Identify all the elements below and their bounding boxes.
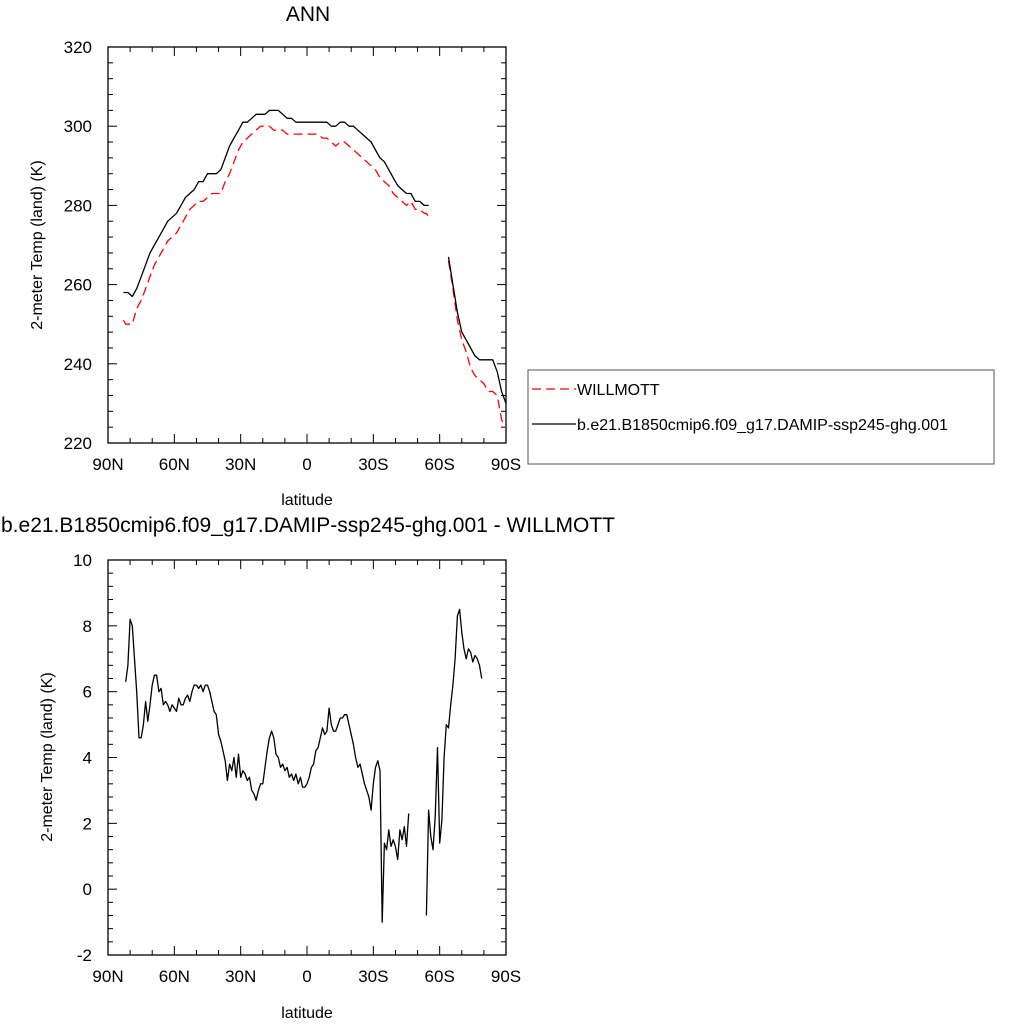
legend-box	[527, 369, 995, 465]
bottom-panel: b.e21.B1850cmip6.f09_g17.DAMIP-ssp245-gh…	[1, 514, 615, 1022]
top-y-tick-label: 260	[64, 276, 92, 295]
top-y-tick-label: 320	[64, 38, 92, 57]
bottom-series-line-0	[425, 608, 483, 916]
bottom-plot-frame	[107, 559, 507, 956]
bottom-y-tick-label: 10	[73, 551, 92, 570]
bottom-x-tick-label: 90N	[92, 967, 123, 986]
bottom-chart-title: b.e21.B1850cmip6.f09_g17.DAMIP-ssp245-gh…	[1, 514, 615, 537]
top-x-tick-label: 60N	[159, 455, 190, 474]
top-x-axis-label: latitude	[281, 492, 333, 509]
bottom-x-tick-label: 90S	[491, 967, 521, 986]
bottom-y-tick-label: 4	[83, 749, 92, 768]
bottom-ticks: 90N 60N 30N 0 30S 60S 90S -2 0 2 4 6 8 10	[73, 551, 521, 986]
bottom-x-tick-label: 0	[302, 967, 311, 986]
top-x-tick-label: 60S	[425, 455, 455, 474]
bottom-y-tick-label: 8	[83, 617, 92, 636]
top-y-tick-label: 220	[64, 434, 92, 453]
bottom-x-tick-label: 30N	[225, 967, 256, 986]
bottom-series-lines	[125, 608, 483, 923]
top-x-tick-label: 90N	[92, 455, 123, 474]
bottom-y-tick-label: 0	[83, 880, 92, 899]
legend-label-model: b.e21.B1850cmip6.f09_g17.DAMIP-ssp245-gh…	[577, 417, 948, 434]
bottom-y-tick-label: -2	[77, 946, 92, 965]
top-series-line-0	[447, 260, 506, 428]
top-y-tick-label: 280	[64, 196, 92, 215]
top-x-tick-label: 90S	[491, 455, 521, 474]
top-y-tick-label: 240	[64, 355, 92, 374]
top-x-tick-label: 30S	[358, 455, 388, 474]
legend-label-willmott: WILLMOTT	[577, 382, 660, 399]
top-series-line-1	[447, 256, 507, 404]
bottom-x-axis-label: latitude	[281, 1005, 333, 1022]
top-y-axis-label: 2-meter Temp (land) (K)	[29, 160, 46, 330]
top-series-line-0	[122, 125, 430, 325]
bottom-series-line-0	[125, 618, 410, 923]
top-panel: ANN 90N 60N 30N 0 30S 60S 90S 220 240 260 280 300 32…	[29, 3, 995, 509]
top-chart-title: ANN	[286, 3, 330, 26]
top-series-line-1	[123, 109, 429, 298]
legend: WILLMOTT b.e21.B1850cmip6.f09_g17.DAMIP-…	[527, 369, 995, 465]
bottom-x-tick-label: 60S	[425, 967, 455, 986]
top-x-tick-label: 0	[302, 455, 311, 474]
bottom-x-tick-label: 30S	[358, 967, 388, 986]
bottom-y-axis-label: 2-meter Temp (land) (K)	[39, 672, 56, 842]
top-y-tick-label: 300	[64, 117, 92, 136]
bottom-y-tick-label: 6	[83, 683, 92, 702]
top-series-lines	[122, 109, 507, 428]
bottom-x-tick-label: 60N	[159, 967, 190, 986]
top-x-tick-label: 30N	[225, 455, 256, 474]
top-plot-frame	[107, 46, 507, 444]
bottom-y-tick-label: 2	[83, 814, 92, 833]
top-ticks: 90N 60N 30N 0 30S 60S 90S 220 240 260 280 300 320	[64, 38, 522, 474]
